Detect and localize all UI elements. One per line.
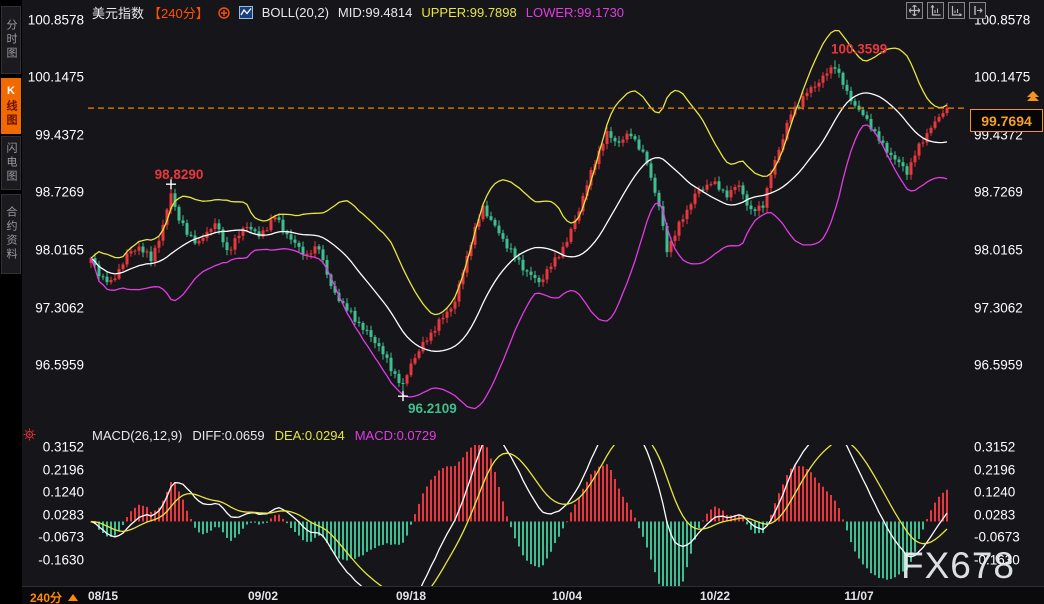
chart-header: 美元指数 【240分】 BOLL(20,2) MID:99.4814 UPPER… <box>92 3 624 22</box>
price-axis-tick: 100.1475 <box>27 69 84 85</box>
date-axis-label: 09/02 <box>247 589 279 603</box>
chart-type-icon[interactable] <box>238 6 253 19</box>
date-axis-label: 08/15 <box>87 589 119 603</box>
price-axis-tick: 99.4372 <box>35 127 84 143</box>
symbol-name: 美元指数 <box>92 6 145 21</box>
boll-lower-value: LOWER:99.1730 <box>525 5 625 20</box>
price-axis-tick: 100.1475 <box>974 69 1031 85</box>
macd-layer <box>90 445 948 586</box>
sidebar-tab-time-chart[interactable]: 分时图 <box>1 6 21 74</box>
price-axis-tick: 98.7269 <box>35 184 84 200</box>
tab-label: 闪电图 <box>5 142 17 184</box>
boll-mid-value: MID:99.4814 <box>337 5 413 20</box>
y-axis-scale-icon[interactable] <box>927 2 944 19</box>
macd-axis-tick: 0.2196 <box>974 462 1016 478</box>
boll-params: BOLL(20,2) <box>261 5 329 20</box>
price-axis-tick: 98.0165 <box>974 242 1023 258</box>
interval-selector-label: 240分 <box>30 591 63 604</box>
price-axis-tick: 96.5959 <box>35 357 84 373</box>
price-axis-tick: 96.5959 <box>974 357 1023 373</box>
macd-header: MACD(26,12,9) DIFF:0.0659 DEA:0.0294 MAC… <box>92 428 436 443</box>
svg-text:100.3599: 100.3599 <box>831 41 887 56</box>
macd-axis-tick: 0.3152 <box>974 439 1016 455</box>
sidebar-tab-kline-chart[interactable]: K 线图 <box>1 78 21 134</box>
price-up-arrows-icon <box>1027 91 1039 101</box>
date-axis-label: 10/22 <box>699 589 731 603</box>
macd-axis-tick: 0.3152 <box>42 439 84 455</box>
grid-layer <box>88 16 955 585</box>
macd-axis-tick: 0.2196 <box>42 462 84 478</box>
sidebar-tab-flash-chart[interactable]: 闪电图 <box>1 136 21 190</box>
sidebar: 分时图 K 线图 闪电图 合约资料 <box>0 0 22 604</box>
boll-upper-value: UPPER:99.7898 <box>421 5 517 20</box>
add-indicator-icon[interactable] <box>218 6 230 19</box>
macd-axis-tick: -0.0673 <box>974 529 1020 545</box>
watermark: FX678 <box>901 545 1016 586</box>
date-axis-label: 11/07 <box>844 589 874 603</box>
macd-diff-value: DIFF:0.0659 <box>192 428 265 443</box>
macd-params: MACD(26,12,9) <box>92 428 183 443</box>
svg-text:98.8290: 98.8290 <box>155 167 204 182</box>
price-axis-tick: 98.0165 <box>35 242 84 258</box>
last-price-tag: 99.7694 <box>970 109 1043 132</box>
x-axis-strip <box>22 586 1044 604</box>
macd-axis-tick: 0.1240 <box>42 484 84 500</box>
tab-label: 合约资料 <box>5 206 17 262</box>
price-axis-tick: 98.7269 <box>974 184 1023 200</box>
interval-label: 【240分】 <box>148 6 209 21</box>
price-axis-tick: 100.8578 <box>974 12 1031 28</box>
macd-macd-value: MACD:0.0729 <box>354 428 437 443</box>
tab-label: K <box>5 84 17 100</box>
x-axis-scale-icon[interactable] <box>948 2 965 19</box>
macd-axis-tick: 0.0283 <box>42 507 84 523</box>
crosshair-move-icon[interactable] <box>906 2 923 19</box>
date-axis-label: 09/18 <box>395 589 427 603</box>
macd-axis-tick: 0.1240 <box>974 484 1016 500</box>
price-axis-tick: 97.3062 <box>974 300 1023 315</box>
chart-toolbar <box>906 2 986 19</box>
macd-axis-tick: 0.0283 <box>974 507 1016 523</box>
indicator-settings-icon[interactable] <box>23 428 36 446</box>
triangle-up-icon <box>68 594 79 601</box>
svg-text:96.2109: 96.2109 <box>408 401 457 416</box>
annotation-layer: 98.8290 100.3599 96.2109 <box>155 41 888 416</box>
interval-selector[interactable]: 240分 <box>30 589 79 604</box>
price-axis-tick: 97.3062 <box>35 300 84 315</box>
tab-label: 分时图 <box>5 19 17 61</box>
pan-right-icon[interactable] <box>969 2 986 19</box>
macd-axis-tick: -0.0673 <box>38 529 84 545</box>
macd-axis-tick: -0.1630 <box>38 552 84 568</box>
sidebar-tab-contract-info[interactable]: 合约资料 <box>1 194 21 274</box>
candlestick-layer <box>89 29 949 410</box>
macd-axis-tick: -0.1630 <box>974 552 1020 568</box>
macd-dea-value: DEA:0.0294 <box>274 428 345 443</box>
date-axis-label: 10/04 <box>551 589 583 603</box>
tab-label: 线图 <box>5 99 17 128</box>
price-axis-tick: 100.8578 <box>27 12 84 28</box>
